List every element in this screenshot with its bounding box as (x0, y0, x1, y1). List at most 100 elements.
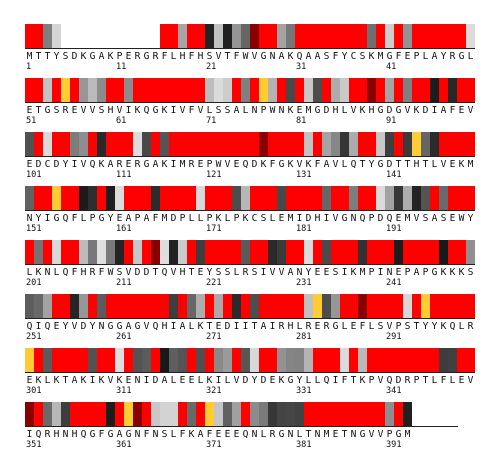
residue-cell (331, 402, 340, 426)
residue-cell (205, 186, 214, 210)
residue-letter: D (252, 159, 258, 170)
residue-letter: M (468, 159, 474, 170)
residue-letter: E (315, 267, 321, 278)
residue-cell (340, 186, 349, 210)
position-label: 271 (206, 332, 222, 342)
residue-cell (250, 348, 259, 372)
residue-letter: K (108, 51, 114, 62)
position-label: 221 (206, 278, 222, 288)
residue-letter: T (414, 321, 420, 332)
position-label: 371 (206, 440, 222, 450)
residue-cell (403, 294, 412, 318)
residue-cell (133, 186, 142, 210)
residue-letter: R (450, 51, 456, 62)
residue-letter: L (261, 429, 267, 440)
residue-cell (97, 24, 106, 48)
residue-letter: Q (153, 321, 159, 332)
residue-cell (223, 24, 232, 48)
residue-letter: T (45, 51, 51, 62)
residue-letter: F (99, 429, 105, 440)
residue-letter: R (63, 105, 69, 116)
residue-letter: P (414, 375, 420, 386)
residue-cell (187, 132, 196, 156)
residue-letter: S (54, 105, 60, 116)
residue-cell (367, 78, 376, 102)
residue-letter: A (126, 321, 132, 332)
residue-cell (178, 186, 187, 210)
residue-letter: L (342, 159, 348, 170)
residue-letter: K (162, 159, 168, 170)
residue-letter: L (342, 105, 348, 116)
residue-letter: D (396, 375, 402, 386)
residue-letter: T (405, 159, 411, 170)
residue-letter: M (180, 159, 186, 170)
residue-cell (340, 402, 349, 426)
residue-cell (34, 240, 43, 264)
residue-cell (142, 78, 151, 102)
residue-cell (196, 294, 205, 318)
residue-letter: E (27, 159, 33, 170)
position-label: 151 (26, 224, 42, 234)
residue-cell (151, 78, 160, 102)
residue-cell (223, 132, 232, 156)
position-label: 21 (206, 62, 216, 72)
residue-cell (412, 24, 421, 48)
residue-cell (376, 348, 385, 372)
residue-cell (151, 348, 160, 372)
residue-letter: R (306, 321, 312, 332)
residue-cell (61, 186, 70, 210)
residue-letter: V (270, 267, 276, 278)
residue-letter: Y (54, 51, 60, 62)
residue-cell (79, 24, 88, 48)
residue-letter: D (225, 321, 231, 332)
residue-cell (331, 186, 340, 210)
residue-letter: P (405, 267, 411, 278)
residue-letter: Q (63, 267, 69, 278)
residue-letter: V (297, 159, 303, 170)
residue-letter: K (279, 375, 285, 386)
residue-cell (97, 294, 106, 318)
residue-cell (205, 78, 214, 102)
residue-cell (331, 240, 340, 264)
residue-letter: Q (450, 321, 456, 332)
position-label: 211 (116, 278, 132, 288)
residue-cell (295, 294, 304, 318)
residue-letter: Q (144, 105, 150, 116)
residue-cell (286, 294, 295, 318)
residue-letter: S (441, 213, 447, 224)
residue-cell (457, 186, 466, 210)
residue-cell (286, 402, 295, 426)
residue-letter: K (81, 375, 87, 386)
residue-letter: V (468, 105, 474, 116)
residue-cell (169, 240, 178, 264)
residue-cell (133, 348, 142, 372)
residue-letter: E (126, 375, 132, 386)
residue-cell (79, 132, 88, 156)
residue-letter: D (72, 51, 78, 62)
residue-cell (295, 24, 304, 48)
residue-cell (241, 186, 250, 210)
residue-cell (250, 186, 259, 210)
residue-cell (61, 348, 70, 372)
residue-cell (439, 78, 448, 102)
residue-cell (304, 402, 313, 426)
residue-letter: Y (423, 321, 429, 332)
residue-cell (115, 402, 124, 426)
residue-cell (34, 402, 43, 426)
residue-letter: L (297, 429, 303, 440)
residue-cell (358, 186, 367, 210)
residue-cell (376, 24, 385, 48)
position-label: 351 (26, 440, 42, 450)
residue-cell (394, 294, 403, 318)
residue-letter: I (324, 213, 330, 224)
residue-letter: N (279, 105, 285, 116)
residue-letter: K (54, 375, 60, 386)
residue-letter: G (459, 51, 465, 62)
residue-letter: A (99, 51, 105, 62)
residue-letter: W (270, 105, 276, 116)
residue-cell (142, 294, 151, 318)
residue-letter: H (180, 51, 186, 62)
residue-letter: K (99, 375, 105, 386)
residue-cell (196, 240, 205, 264)
